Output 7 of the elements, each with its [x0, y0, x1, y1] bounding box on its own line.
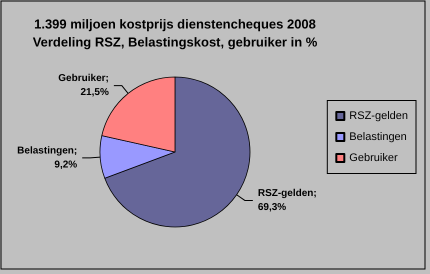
data-label: RSZ-gelden; 69,3% — [258, 188, 317, 213]
legend-label: Gebruiker — [349, 152, 398, 164]
data-label: Gebruiker; 21,5% — [58, 73, 109, 98]
data-label: Belastingen; 9,2% — [17, 145, 78, 170]
legend-label: RSZ-gelden — [349, 110, 408, 122]
legend-label: Belastingen — [349, 131, 407, 143]
chart-title: 1.399 miljoen kostprijs dienstencheques 2008 Verdeling RSZ, Belastingskost, gebruiker in % — [32, 16, 318, 50]
